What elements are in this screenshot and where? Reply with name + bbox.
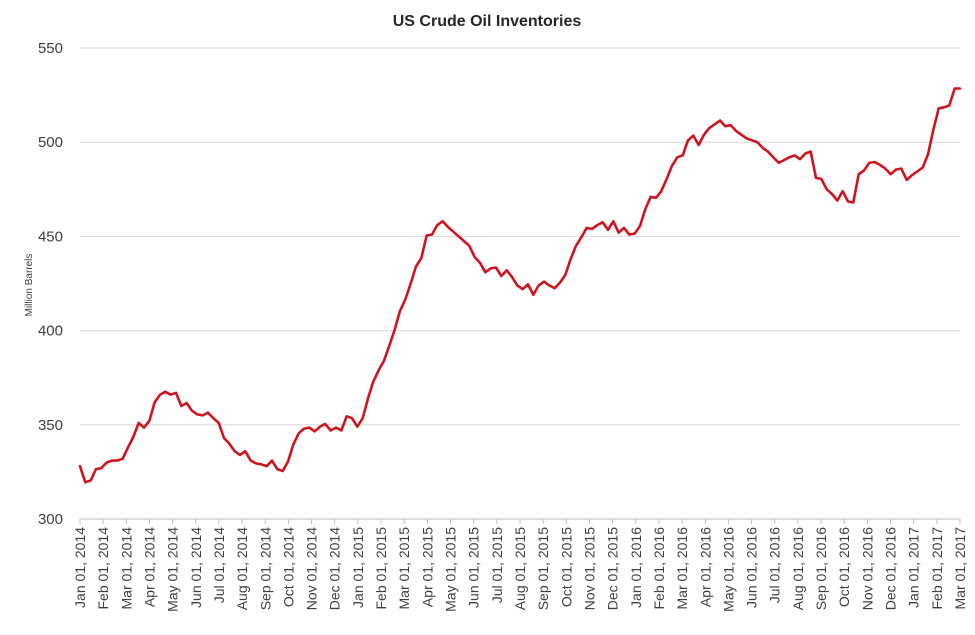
x-tick-label: Jun 01, 2014 [188, 527, 204, 608]
x-tick-label: Feb 01, 2017 [929, 527, 945, 610]
series-line-0 [78, 87, 962, 484]
x-tick-label: Jul 01, 2014 [211, 527, 227, 603]
x-axis-ticks: Jan 01, 2014 Feb 01, 2014 Mar 01, 2014 Apr … [72, 519, 968, 612]
gridlines [80, 47, 960, 426]
series-layer [78, 87, 962, 484]
x-tick-label: May 01, 2016 [720, 527, 736, 612]
x-tick-label: Dec 01, 2016 [883, 527, 899, 610]
x-tick-label: May 01, 2015 [443, 527, 459, 612]
x-tick-label: Mar 01, 2014 [118, 527, 134, 610]
y-tick-label: 450 [38, 228, 63, 245]
x-tick-label: Mar 01, 2015 [396, 527, 412, 610]
chart-title: US Crude Oil Inventories [393, 13, 582, 30]
x-tick-label: Mar 01, 2016 [674, 527, 690, 610]
y-tick-label: 500 [38, 134, 63, 151]
y-tick-label: 400 [38, 323, 63, 340]
y-axis-label: Million Barrels [24, 254, 35, 317]
x-tick-label: Feb 01, 2016 [651, 527, 667, 610]
x-tick-label: Nov 01, 2014 [304, 527, 320, 610]
x-tick-label: Oct 01, 2015 [558, 527, 574, 607]
x-tick-label: Feb 01, 2014 [95, 527, 111, 610]
y-tick-label: 550 [38, 40, 63, 57]
x-tick-label: Jan 01, 2014 [72, 527, 88, 608]
x-tick-label: Jan 01, 2016 [628, 527, 644, 608]
x-tick-label: Jun 01, 2015 [466, 527, 482, 608]
x-tick-label: Apr 01, 2014 [141, 527, 157, 607]
y-axis-ticks: 300 350 400 450 500 550 [38, 40, 63, 528]
y-tick-label: 300 [38, 511, 63, 528]
x-tick-label: Oct 01, 2014 [280, 527, 296, 607]
x-tick-label: Oct 01, 2016 [836, 527, 852, 607]
x-tick-label: Sep 01, 2016 [813, 527, 829, 611]
x-tick-label: Apr 01, 2015 [419, 527, 435, 607]
x-tick-label: Mar 01, 2017 [952, 527, 968, 610]
x-tick-label: Aug 01, 2015 [512, 527, 528, 611]
x-tick-label: Dec 01, 2015 [605, 527, 621, 610]
y-tick-label: 350 [38, 417, 63, 434]
x-tick-label: Jan 01, 2015 [350, 527, 366, 608]
x-tick-label: Apr 01, 2016 [697, 527, 713, 607]
x-tick-label: Aug 01, 2016 [790, 527, 806, 611]
x-tick-label: Sep 01, 2015 [535, 527, 551, 611]
x-tick-label: Feb 01, 2015 [373, 527, 389, 610]
x-tick-label: Dec 01, 2014 [327, 527, 343, 610]
x-tick-label: Jan 01, 2017 [906, 527, 922, 608]
x-tick-label: Nov 01, 2016 [859, 527, 875, 610]
x-tick-label: May 01, 2014 [165, 527, 181, 612]
x-tick-label: Nov 01, 2015 [581, 527, 597, 610]
x-tick-label: Aug 01, 2014 [234, 527, 250, 611]
x-tick-label: Jul 01, 2015 [489, 527, 505, 603]
x-tick-label: Jul 01, 2016 [767, 527, 783, 603]
x-tick-label: Sep 01, 2014 [257, 527, 273, 611]
x-tick-label: Jun 01, 2016 [744, 527, 760, 608]
